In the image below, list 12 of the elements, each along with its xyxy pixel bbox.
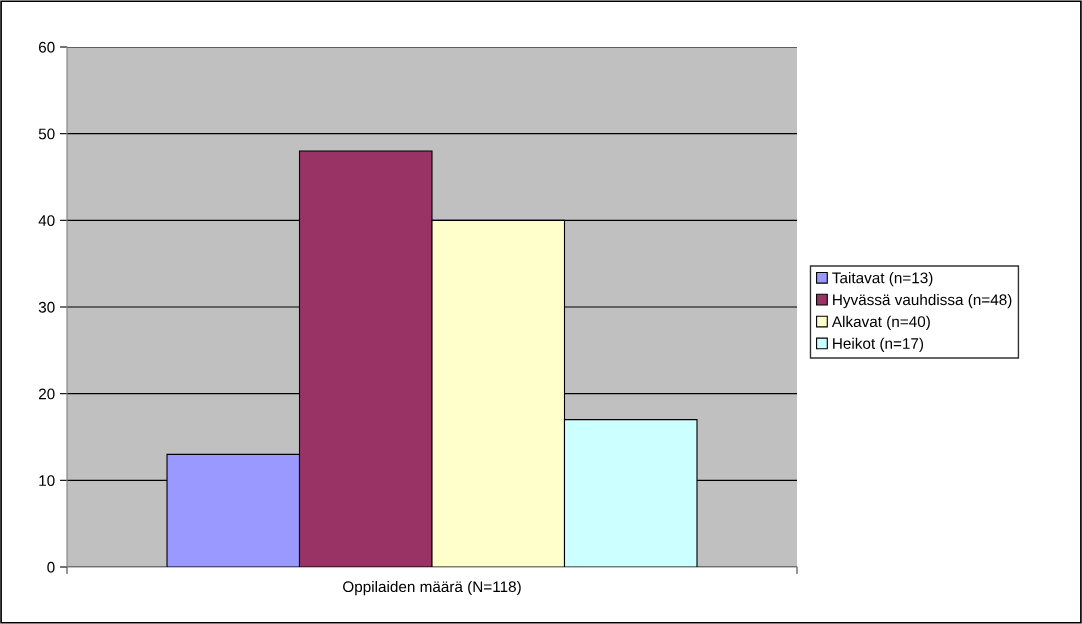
legend-label: Taitavat (n=13) <box>832 272 933 287</box>
x-tick-label: Oppilaiden määrä (N=118) <box>343 580 521 596</box>
y-tick-label: 20 <box>38 388 55 400</box>
legend-label: Alkavat (n=40) <box>831 315 930 331</box>
y-tick-label: 60 <box>38 41 55 53</box>
y-tick-label: 0 <box>47 561 55 573</box>
legend-label: Hyvässä vauhdissa (n=48) <box>833 293 1012 309</box>
legend-label: Heikot (n=17) <box>833 337 924 352</box>
y-tick-label: 30 <box>38 301 55 313</box>
y-tick-label: 40 <box>38 215 55 227</box>
y-tick-label: 50 <box>38 128 55 140</box>
y-tick-label: 10 <box>39 475 55 487</box>
